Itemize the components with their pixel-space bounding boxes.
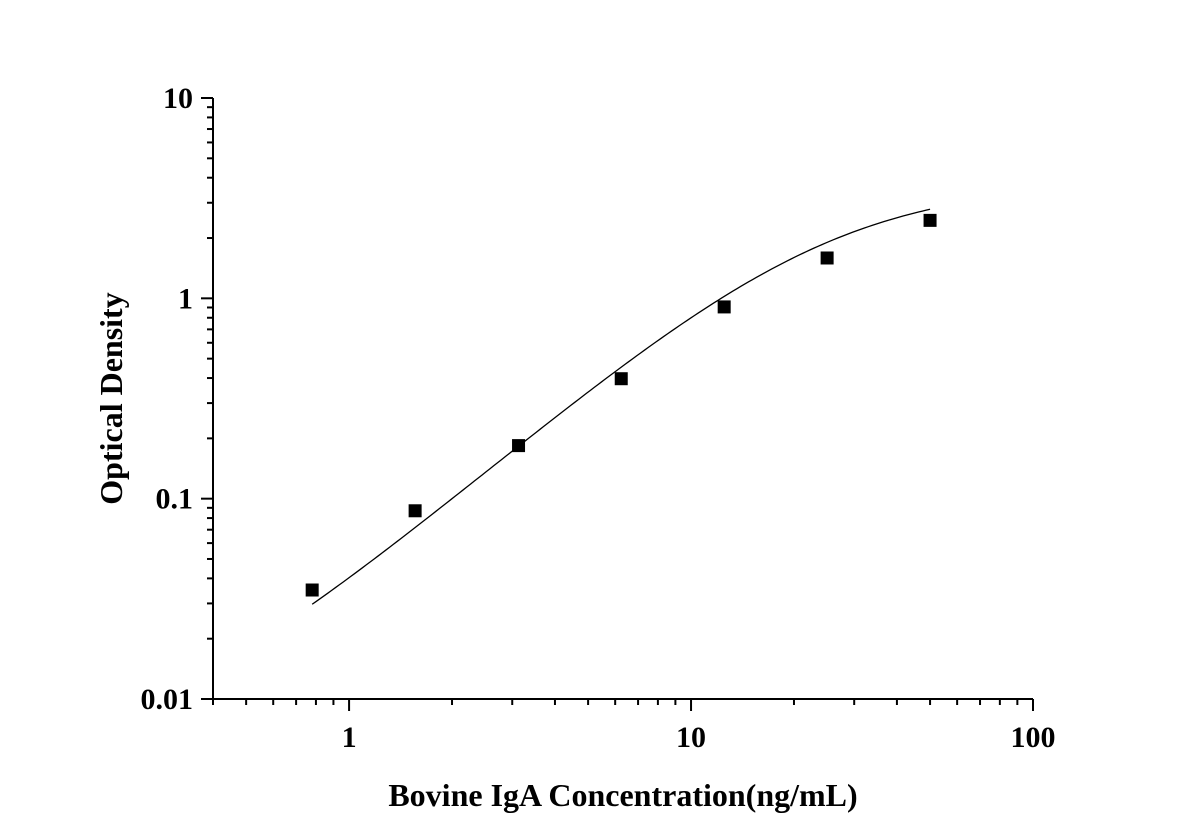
data-point — [305, 583, 319, 597]
data-point — [717, 300, 731, 314]
x-tick-label: 1 — [342, 721, 357, 754]
x-ticks — [212, 699, 1034, 711]
y-tick-label: 10 — [163, 82, 193, 115]
data-point — [923, 213, 937, 227]
y-axis-title: Optical Density — [93, 292, 129, 504]
x-axis-title: Bovine IgA Concentration(ng/mL) — [388, 777, 857, 813]
y-tick-label: 0.01 — [141, 683, 194, 716]
y-tick-label: 0.1 — [156, 483, 194, 516]
x-tick-labels: 1 10 100 — [342, 721, 1056, 754]
x-tick-label: 100 — [1011, 721, 1056, 754]
data-point — [614, 372, 628, 386]
y-ticks — [201, 97, 213, 700]
y-tick-labels: 0.01 0.1 1 10 — [141, 82, 194, 716]
x-tick-label: 10 — [676, 721, 706, 754]
data-point — [408, 504, 422, 518]
data-point — [820, 251, 834, 265]
fit-curve — [311, 208, 931, 605]
data-markers — [305, 213, 937, 597]
y-tick-label: 1 — [178, 282, 193, 315]
axes — [212, 98, 1033, 700]
data-point — [512, 439, 526, 453]
